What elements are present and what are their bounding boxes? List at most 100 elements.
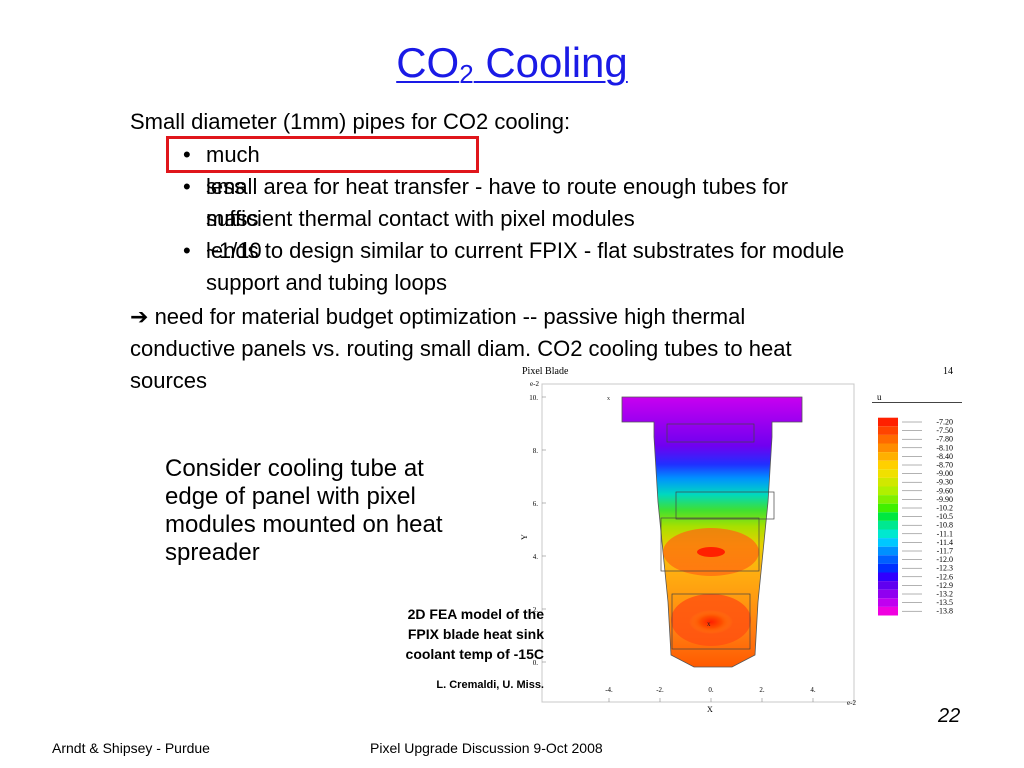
bullet-dot: • [183,174,191,199]
legend-value: -8.10 [936,443,953,452]
bullet-text: small area for heat transfer - have to r… [206,174,789,199]
caption-line: 2D FEA model of the [407,606,544,622]
legend-swatch [878,572,898,582]
consider-line: modules mounted on heat [165,511,443,538]
legend-value: -8.40 [936,452,953,461]
legend-value: -7.80 [936,435,953,444]
legend-value: -12.9 [936,581,953,590]
y-tick-label: 0. [533,659,539,667]
module-outline [675,491,775,520]
conclusion-line: conductive panels vs. routing small diam… [130,336,792,361]
figure-credit: L. Cremaldi, U. Miss. [436,679,544,691]
legend-swatch [878,452,898,461]
title-main: CO [396,39,460,86]
legend-value: -10.2 [936,504,953,513]
legend-swatch [878,469,898,478]
x-tick-label: -2. [656,686,664,694]
arrow-icon: ➔ [130,304,149,329]
legend-value: -13.5 [936,598,953,607]
module-outline [660,517,760,572]
conclusion-text: need for material budget optimization --… [154,304,746,329]
legend-value: -9.90 [936,495,953,504]
bullet-text: much less mass ~1/10 [206,142,262,263]
slide-title: CO2 Cooling [0,38,1024,88]
figure-corner-number: 14 [943,366,953,377]
title-rest: Cooling [473,39,628,86]
legend-swatch [878,598,898,607]
legend-header: u [877,392,882,402]
legend-value: -7.50 [936,426,953,435]
bullet-continuation: support and tubing loops [206,270,447,295]
conclusion-line: ➔ need for material budget optimization … [130,301,745,333]
legend-swatch [878,589,898,599]
color-legend: -7.20-7.50-7.80-8.10-8.40-8.70-9.00-9.30… [878,418,953,616]
x-tick-label: -4. [605,686,613,694]
legend-swatch [878,443,898,453]
legend-swatch [878,529,898,539]
caption-line: coolant temp of -15C [405,646,544,662]
legend-rule [872,402,962,403]
legend-value: -11.1 [937,529,953,538]
hot-spot-upper [697,547,725,557]
x-exponent: e-2 [847,699,856,707]
legend-swatch [878,606,898,616]
conclusion-line: sources [130,368,208,393]
title-subscript: 2 [459,59,474,89]
consider-line: Consider cooling tube at [165,455,424,482]
hot-spot-lower [689,610,733,634]
x-axis-label: X [707,705,713,714]
intro-text: Small diameter (1mm) pipes for CO2 cooli… [130,109,571,134]
bullet-dot: • [183,238,191,263]
y-axis-label: Y [520,534,529,540]
node-marker: x [707,620,711,628]
legend-swatch [878,546,898,556]
page-number: 22 [938,705,961,727]
legend-value: -12.3 [936,564,953,573]
legend-value: -12.0 [936,555,953,564]
legend-value: -9.30 [936,478,953,487]
y-tick-label: 4. [533,553,539,561]
consider-line: edge of panel with pixel [165,483,416,510]
y-ticks: 10. 8. 6. 4. 2. 0. [529,394,546,667]
legend-swatch [878,417,898,427]
legend-swatch [878,503,898,513]
module-outline [666,423,755,443]
legend-swatch [878,460,898,470]
legend-swatch [878,426,898,435]
footer-authors: Arndt & Shipsey - Purdue [52,740,210,756]
highlight-box [166,136,479,173]
y-exponent: e-2 [530,380,539,388]
figure-title: Pixel Blade [522,366,569,377]
legend-value: -13.8 [936,607,953,616]
legend-swatch [878,520,898,530]
legend-value: -11.7 [937,547,953,556]
x-tick-label: 0. [708,686,714,694]
y-tick-label: 10. [529,394,538,402]
legend-swatch [878,486,898,496]
legend-value: -12.6 [936,572,953,581]
x-tick-label: 4. [810,686,816,694]
legend-value: -11.4 [937,538,953,547]
figure-caption: 2D FEA model of the FPIX blade heat sink… [366,604,544,664]
legend-value: -10.8 [936,521,953,530]
x-tick-label: 2. [759,686,765,694]
bullet-dot: • [183,142,191,167]
legend-swatch [878,434,898,444]
legend-value: -13.2 [936,590,953,599]
x-ticks: -4. -2. 0. 2. 4. [605,686,816,702]
bullet-continuation: sufficient thermal contact with pixel mo… [206,206,635,231]
legend-swatch [878,512,898,521]
fea-figure: Pixel Blade 14 e-2 e-2 Y X u 10. 8. 6. 4. 2.… [512,362,962,716]
y-tick-label: 6. [533,500,539,508]
legend-swatch [878,538,898,547]
plot-frame [541,383,855,703]
y-tick-label: 2. [533,606,539,614]
legend-swatch [878,555,898,564]
legend-swatch [878,581,898,590]
caption-line: FPIX blade heat sink [407,626,544,642]
legend-value: -8.70 [936,461,953,470]
legend-swatch [878,477,898,487]
legend-swatch [878,495,898,504]
legend-value: -9.60 [936,486,953,495]
legend-value: -9.00 [936,469,953,478]
